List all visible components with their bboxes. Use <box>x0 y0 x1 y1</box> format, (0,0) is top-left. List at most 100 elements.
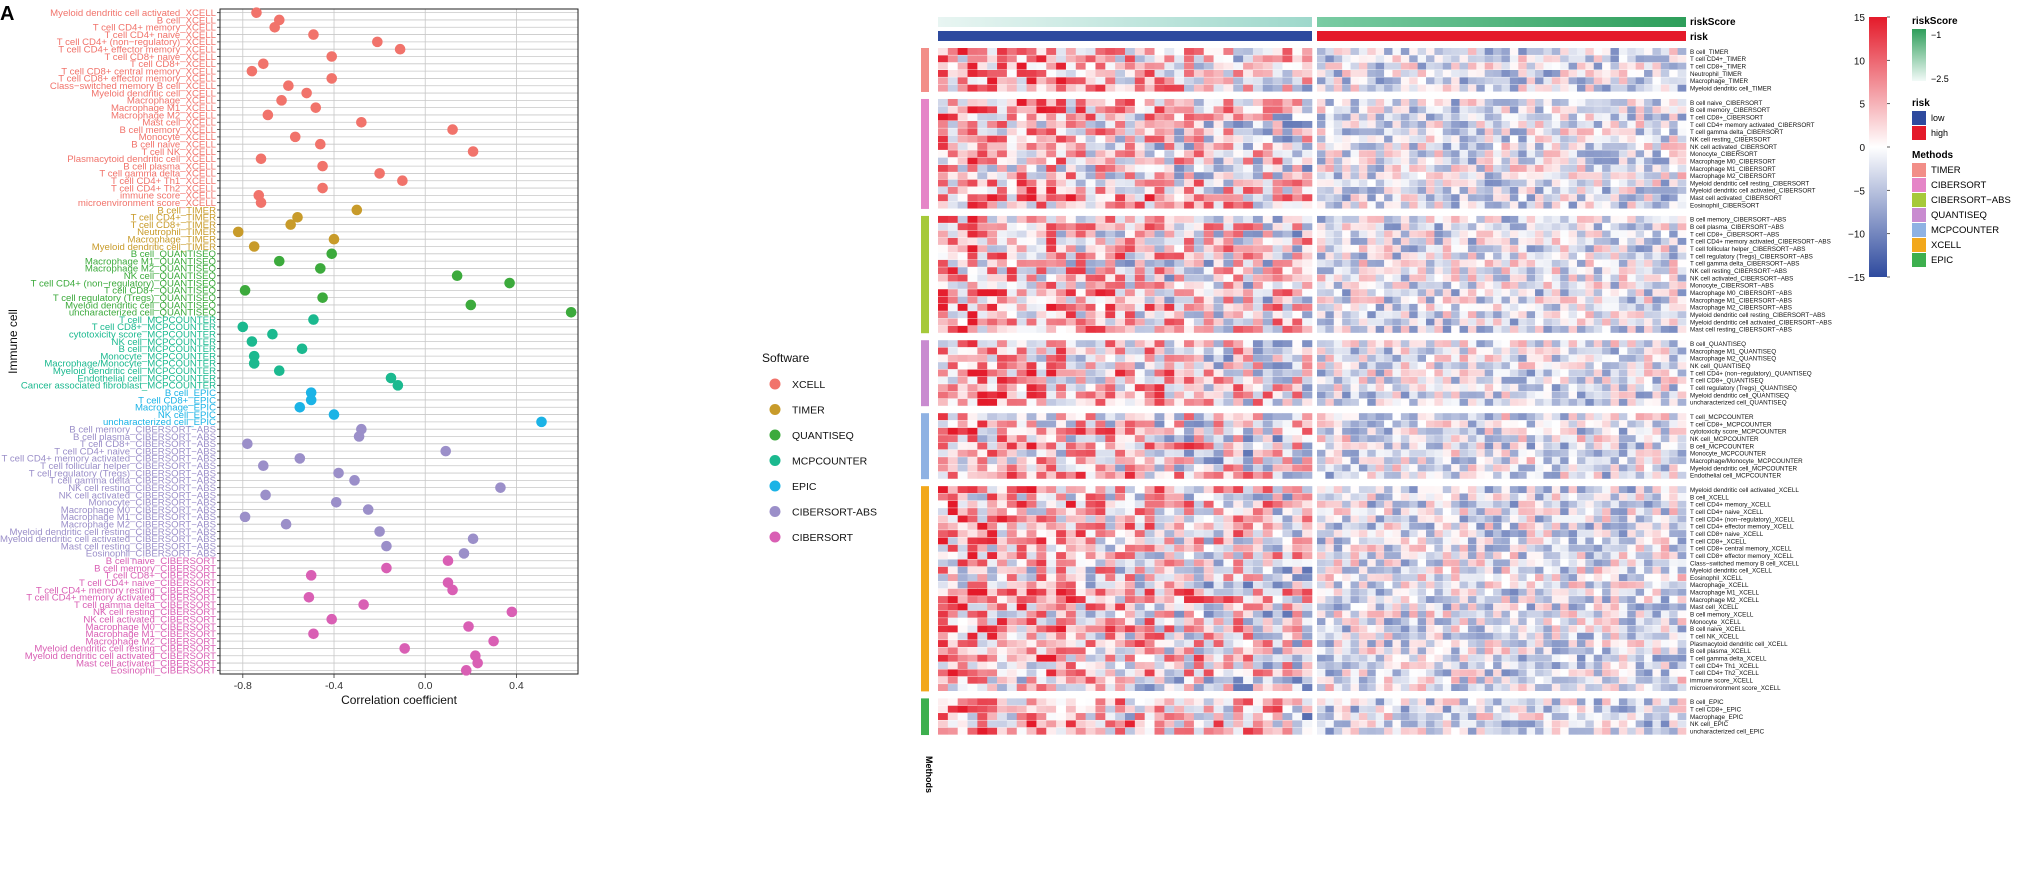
heatmap-cell <box>1576 281 1586 289</box>
heatmap-cell <box>1526 62 1536 70</box>
heatmap-cell <box>1174 435 1185 443</box>
heatmap-cell <box>1358 311 1368 319</box>
heatmap-cell <box>1333 413 1343 421</box>
heatmap-cell <box>1243 69 1254 77</box>
heatmap-cell <box>1282 274 1293 282</box>
heatmap-cell <box>1434 369 1444 377</box>
heatmap-cell <box>1223 449 1234 457</box>
heatmap-cell <box>1325 318 1335 326</box>
heatmap-cell <box>1006 62 1018 70</box>
heatmap-cell <box>1233 435 1244 443</box>
heatmap-cell <box>1476 398 1486 406</box>
heatmap-cell <box>1367 296 1377 304</box>
heatmap-cell <box>1551 281 1561 289</box>
heatmap-cell <box>1493 113 1502 121</box>
data-point <box>294 453 306 464</box>
heatmap-cell <box>1065 311 1077 319</box>
heatmap-cell <box>1669 142 1678 150</box>
heatmap-cell <box>1400 354 1410 362</box>
heatmap-cell <box>1095 347 1106 355</box>
heatmap-cell <box>1302 179 1313 187</box>
heatmap-cell <box>1026 98 1037 106</box>
heatmap-cell <box>1144 449 1155 457</box>
heatmap-cell <box>1134 98 1145 106</box>
heatmap-cell <box>1036 442 1047 450</box>
heatmap-cell <box>1154 267 1165 275</box>
heatmap-cell <box>1252 230 1264 238</box>
heatmap-cell <box>967 48 978 55</box>
heatmap-cell <box>1518 245 1527 253</box>
heatmap-cell <box>1046 457 1057 465</box>
heatmap-cell <box>1105 354 1116 362</box>
heatmap-cell <box>1154 340 1165 348</box>
heatmap-row-label: Monocyte_CIBERSORT <box>1690 151 1758 158</box>
heatmap-cell <box>1350 164 1360 172</box>
heatmap-cell <box>1543 98 1553 106</box>
heatmap-cell <box>1317 84 1326 92</box>
heatmap-cell <box>1551 135 1561 143</box>
heatmap-cell <box>1282 471 1293 479</box>
heatmap-cell <box>1602 194 1611 202</box>
heatmap-cell <box>1213 84 1224 92</box>
heatmap-cell <box>1095 449 1106 457</box>
heatmap-cell <box>1154 84 1165 92</box>
heatmap-cell <box>1026 48 1037 55</box>
heatmap-cell <box>1602 311 1611 319</box>
heatmap-cell <box>1174 420 1185 428</box>
heatmap-cell <box>1384 289 1393 297</box>
heatmap-cell <box>1501 77 1511 85</box>
heatmap-cell <box>1213 69 1224 77</box>
heatmap-cell <box>987 311 998 319</box>
heatmap-cell <box>1384 347 1393 355</box>
heatmap-cell <box>1459 77 1469 85</box>
heatmap-cell <box>1442 427 1452 435</box>
heatmap-cell <box>1125 55 1136 63</box>
data-point <box>392 380 404 391</box>
data-point <box>308 314 319 325</box>
heatmap-cell <box>1618 230 1628 238</box>
heatmap-cell <box>1016 157 1027 165</box>
heatmap-cell <box>1174 252 1185 260</box>
heatmap-cell <box>1026 69 1037 77</box>
heatmap-row-label: cytotoxicity score_MCPCOUNTER <box>1690 429 1787 436</box>
heatmap-cell <box>1075 237 1086 245</box>
heatmap-cell <box>1085 230 1096 238</box>
heatmap-row-label: B cell memory_CIBERSORT−ABS <box>1690 217 1786 224</box>
heatmap-cell <box>1115 369 1126 377</box>
heatmap-cell <box>1105 135 1116 143</box>
heatmap-cell <box>1551 376 1561 384</box>
heatmap-cell <box>1292 442 1303 450</box>
heatmap-cell <box>1036 120 1047 128</box>
heatmap-cell <box>947 289 958 297</box>
heatmap-cell <box>1451 157 1460 165</box>
heatmap-cell <box>1350 267 1360 275</box>
heatmap-cell <box>1164 128 1175 136</box>
heatmap-cell <box>1518 172 1527 180</box>
heatmap-cell <box>1593 340 1603 348</box>
heatmap-cell <box>1367 157 1377 165</box>
heatmap-cell <box>1154 464 1165 472</box>
heatmap-cell <box>1174 471 1185 479</box>
data-point <box>255 153 267 165</box>
heatmap-cell <box>1543 55 1553 63</box>
heatmap-cell <box>1669 201 1678 209</box>
heatmap-cell <box>1509 449 1519 457</box>
heatmap-row-label: T cell_MCPCOUNTER <box>1690 414 1754 421</box>
heatmap-cell <box>1660 464 1670 472</box>
heatmap-cell <box>1243 457 1254 465</box>
heatmap-cell <box>1409 237 1418 245</box>
heatmap-cell <box>1193 427 1205 435</box>
heatmap-cell <box>1134 69 1145 77</box>
heatmap-cell <box>1426 237 1435 245</box>
heatmap-cell <box>1223 340 1234 348</box>
heatmap-cell <box>1115 259 1126 267</box>
heatmap-cell <box>1426 376 1435 384</box>
heatmap-cell <box>1056 128 1067 136</box>
heatmap-cell <box>1375 172 1385 180</box>
heatmap-cell <box>1476 354 1486 362</box>
heatmap-cell <box>1568 157 1578 165</box>
heatmap-cell <box>1154 376 1165 384</box>
y-tick-label: Myeloid dendritic cell activated_CIBERSO… <box>25 651 216 662</box>
heatmap-cell <box>1233 289 1244 297</box>
heatmap-cell <box>1409 252 1418 260</box>
